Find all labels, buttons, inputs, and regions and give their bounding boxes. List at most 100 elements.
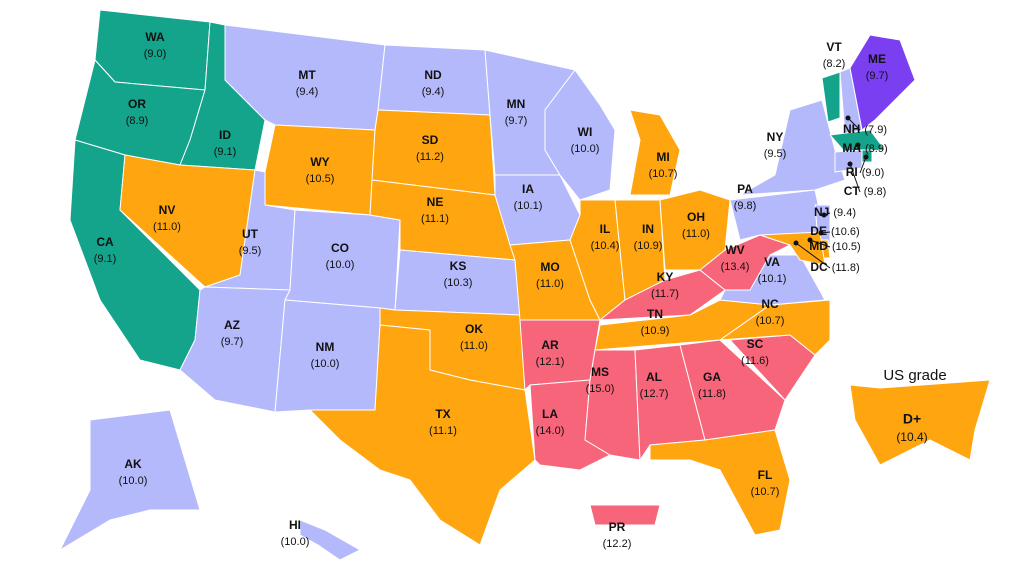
state-abbr: WI [578,125,593,139]
state-abbr: CA [96,235,114,249]
state-abbr: CO [331,241,349,255]
state-abbr: LA [542,407,558,421]
state-abbr: NJ [814,205,829,219]
state-value: (13.4) [721,261,750,273]
state-abbr: CT [844,184,861,198]
state-callout: MD (10.5) [809,239,860,253]
state-value: (11.7) [651,288,679,300]
leader-dot [818,230,824,236]
us-value: (10.4) [896,430,927,444]
state-abbr: HI [289,518,301,532]
leader-dot [845,115,851,121]
state-abbr: VA [764,255,780,269]
state-abbr: IL [600,222,611,236]
state-value: (9.5) [239,245,262,257]
us-grade: D+ [903,411,921,427]
state-abbr: MS [591,365,609,379]
state-shape [739,99,846,196]
state-shape [629,109,681,196]
state-value: (8.9) [865,143,888,155]
state-abbr: MO [540,260,559,274]
state-abbr: PA [737,182,753,196]
state-abbr: MI [656,150,669,164]
state-value: (10.0) [281,536,310,548]
state-value: (12.2) [603,538,632,550]
state-value: (9.7) [505,115,528,127]
state-value: (9.8) [864,186,887,198]
state-value: (11.8) [698,388,726,400]
state-abbr: PR [609,520,626,534]
leader-line [795,242,831,269]
state-abbr: NV [159,203,176,217]
leader-dot [847,161,853,167]
state-shape [274,299,381,413]
state-shape [299,519,361,561]
state-value: (9.0) [862,167,885,179]
state-callout: DC (11.8) [810,260,859,274]
state-abbr: MT [298,68,316,82]
state-abbr: DC [810,260,828,274]
state-value: (10.7) [751,486,780,498]
state-value: (10.0) [311,358,340,370]
state-value: (9.8) [734,200,757,212]
state-value: (11.2) [416,151,444,163]
state-abbr: UT [242,227,259,241]
state-abbr: MD [809,239,828,253]
state-value: (8.2) [823,58,846,70]
state-abbr: SC [747,337,764,351]
state-abbr: AL [646,370,662,384]
state-value: (9.7) [866,70,889,82]
state-abbr: ME [868,52,886,66]
state-value: (8.9) [126,115,149,127]
state-value: (10.1) [514,200,543,212]
state-abbr: VT [826,40,842,54]
state-value: (9.1) [214,146,237,158]
state-value: (9.5) [764,148,787,160]
state-value: (10.7) [649,168,678,180]
state-value: (11.1) [429,425,457,437]
state-abbr: NE [427,195,444,209]
state-value: (10.1) [758,273,787,285]
state-shape [589,504,661,526]
state-abbr: WA [145,30,165,44]
state-abbr: MN [507,97,526,111]
state-abbr: WY [310,155,329,169]
us-shape [849,379,991,466]
state-shape [264,124,376,216]
state-shape [849,34,916,131]
state-value: (11.1) [421,213,449,225]
state-abbr: FL [758,468,773,482]
state-abbr: IN [642,222,654,236]
state-value: (10.3) [444,277,473,289]
state-value: (10.7) [756,315,785,327]
state-abbr: WV [725,243,744,257]
state-abbr: IA [522,182,534,196]
states [59,9,916,561]
state-abbr: AR [541,338,559,352]
state-value: (7.9) [864,124,887,136]
state-value: (9.4) [296,86,319,98]
state-abbr: NY [767,130,784,144]
state-abbr: AK [124,457,142,471]
leader-line [809,239,831,248]
state-abbr: GA [703,370,721,384]
state-shape [59,409,201,551]
state-value: (10.0) [119,475,148,487]
state-callout: CT (9.8) [844,184,887,198]
state-abbr: NC [761,297,779,311]
leader-line [849,163,861,193]
state-value: (11.0) [153,221,181,233]
state-value: (10.5) [832,241,861,253]
state-value: (10.9) [634,240,663,252]
state-shape [829,129,886,153]
state-value: (14.0) [536,425,565,437]
state-shape [679,339,786,441]
state-abbr: NM [316,340,335,354]
state-value: (9.0) [144,48,167,60]
state-abbr: OR [128,97,146,111]
state-abbr: KS [450,259,467,273]
state-value: (11.0) [682,228,710,240]
state-value: (10.0) [326,259,355,271]
state-abbr: TN [647,307,663,321]
state-value: (11.6) [741,355,769,367]
